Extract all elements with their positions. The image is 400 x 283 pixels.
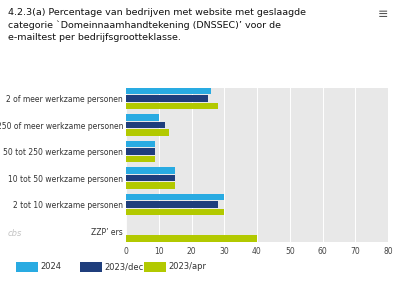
Bar: [126, 156, 156, 162]
Text: ≡: ≡: [378, 8, 388, 22]
Bar: [126, 182, 175, 189]
Bar: [126, 95, 208, 102]
Bar: [126, 201, 218, 208]
Bar: [126, 194, 224, 200]
Bar: [126, 209, 224, 215]
Bar: [126, 114, 159, 121]
Bar: [126, 175, 175, 181]
Bar: [126, 167, 175, 174]
Bar: [126, 235, 257, 242]
Text: cbs: cbs: [8, 229, 22, 238]
Text: 4.2.3(a) Percentage van bedrijven met website met geslaagde
categorie `Domeinnaa: 4.2.3(a) Percentage van bedrijven met we…: [8, 8, 306, 42]
Bar: [126, 129, 168, 136]
Bar: [126, 88, 211, 95]
Text: 2024: 2024: [40, 262, 61, 271]
Bar: [126, 141, 156, 147]
Bar: [126, 148, 156, 155]
Bar: [126, 122, 165, 128]
Bar: [126, 103, 218, 110]
Text: 2023/dec: 2023/dec: [104, 262, 143, 271]
Text: 2023/apr: 2023/apr: [168, 262, 206, 271]
